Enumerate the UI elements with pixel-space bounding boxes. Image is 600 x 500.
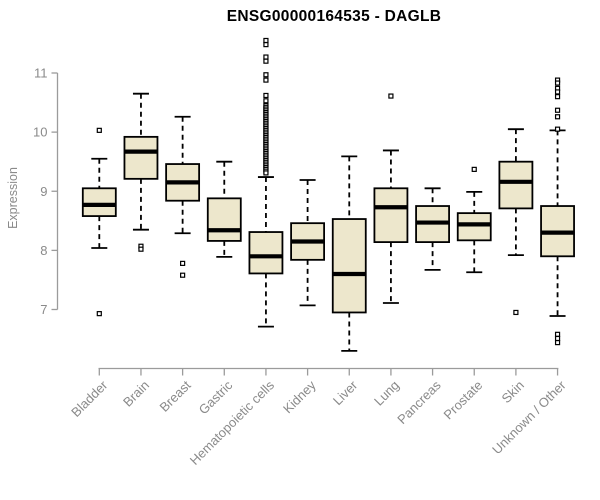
boxplot-liver	[331, 155, 367, 352]
outlier-point	[554, 331, 561, 337]
x-category-label: Bladder	[68, 377, 111, 420]
outlier-point	[263, 37, 269, 44]
iqr-box	[206, 197, 242, 242]
y-tick-label: 11	[34, 66, 48, 81]
outlier-point	[263, 77, 269, 83]
x-category-label: Breast	[157, 377, 194, 414]
outlier-point	[263, 98, 269, 104]
outlier-point	[263, 92, 269, 99]
x-category-label: Pancreas	[394, 377, 444, 427]
outlier-point	[180, 260, 186, 266]
outlier-point	[471, 166, 477, 172]
outlier-point	[554, 114, 561, 120]
outlier-point	[554, 335, 561, 342]
iqr-box	[456, 212, 492, 242]
outlier-point	[513, 309, 519, 316]
y-tick-label: 7	[40, 302, 47, 317]
outlier-point	[554, 94, 561, 100]
boxplot-skin	[498, 128, 534, 316]
iqr-box	[373, 187, 409, 243]
outlier-point	[554, 107, 561, 113]
boxplot-gastric	[206, 160, 242, 258]
boxplot-pancreas	[415, 187, 450, 271]
outlier-point	[138, 246, 144, 252]
boxplot-hematopoietic-cells	[248, 37, 284, 328]
outlier-point	[554, 126, 561, 132]
outlier-point	[96, 127, 102, 133]
x-category-label: Liver	[330, 377, 361, 408]
outlier-point	[263, 58, 269, 64]
y-tick-label: 9	[40, 184, 47, 199]
outlier-point	[554, 340, 561, 346]
outlier-point	[263, 72, 269, 78]
boxplot-brain	[123, 92, 159, 252]
boxplot-bladder	[81, 127, 117, 317]
iqr-box	[123, 135, 159, 180]
x-category-label: Unknown / Other	[489, 377, 569, 457]
outlier-point	[263, 54, 269, 60]
iqr-box	[81, 187, 117, 217]
iqr-box	[331, 218, 367, 314]
x-category-label: Gastric	[196, 377, 236, 417]
iqr-box	[498, 160, 534, 210]
x-category-label: Skin	[499, 378, 527, 406]
outlier-point	[180, 272, 186, 278]
outlier-point	[96, 311, 102, 317]
x-category-label: Lung	[371, 378, 402, 409]
boxplot-breast	[165, 115, 201, 278]
y-tick-label: 10	[33, 125, 47, 140]
boxplot-unknown-other	[540, 77, 575, 346]
boxplot-lung	[373, 93, 409, 304]
outlier-point	[263, 42, 269, 48]
outlier-point	[388, 93, 394, 99]
outlier-point	[263, 170, 269, 176]
outlier-point	[554, 89, 561, 95]
x-category-label: Brain	[120, 378, 152, 410]
boxplot-prostate	[456, 166, 492, 274]
x-category-label: Kidney	[280, 377, 319, 416]
boxplot-kidney	[290, 179, 326, 307]
x-category-label: Prostate	[441, 378, 486, 423]
y-tick-label: 8	[40, 243, 47, 258]
chart-title: ENSG00000164535 - DAGLB	[226, 8, 442, 25]
iqr-box	[248, 231, 284, 275]
outlier-point	[554, 80, 561, 86]
